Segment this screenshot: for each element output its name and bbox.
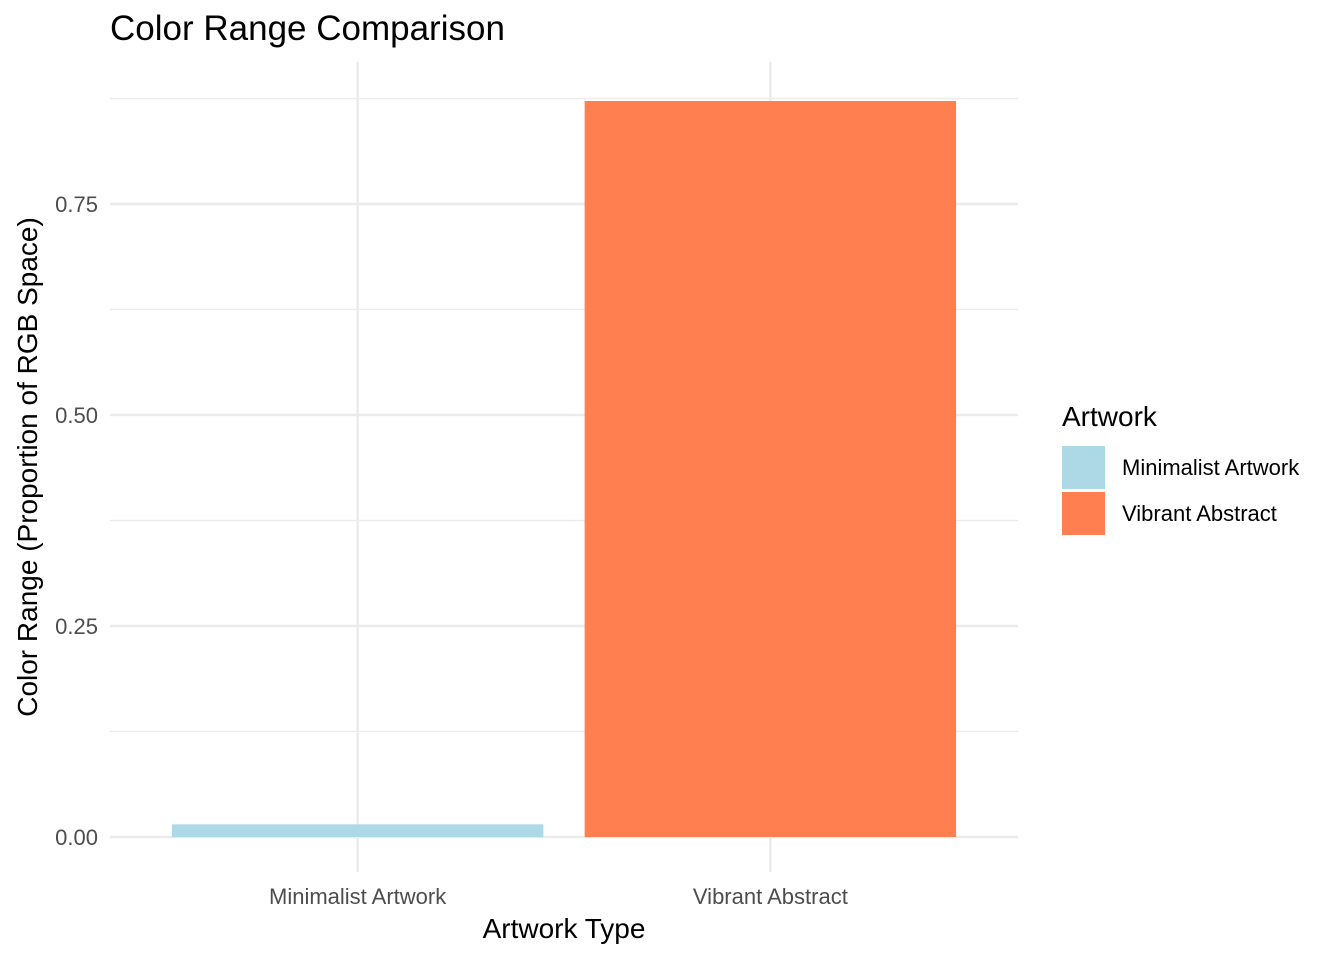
bar-minimalist-artwork (171, 824, 544, 837)
chart-title: Color Range Comparison (110, 9, 505, 48)
y-tick-label: 0.25 (55, 614, 98, 639)
y-axis-title: Color Range (Proportion of RGB Space) (12, 217, 43, 717)
legend-swatch (1062, 492, 1105, 535)
y-tick-label: 0.75 (55, 192, 98, 217)
legend: Artwork Minimalist Artwork Vibrant Abstra… (1062, 401, 1300, 535)
bars (171, 101, 957, 838)
bar-vibrant-abstract (584, 101, 957, 838)
legend-title: Artwork (1062, 401, 1158, 432)
legend-label: Vibrant Abstract (1122, 501, 1277, 526)
legend-label: Minimalist Artwork (1122, 455, 1300, 480)
x-tick-label: Vibrant Abstract (693, 884, 848, 909)
y-tick-label: 0.00 (55, 825, 98, 850)
legend-swatch (1062, 446, 1105, 489)
y-tick-label: 0.50 (55, 403, 98, 428)
x-axis-ticks: Minimalist Artwork Vibrant Abstract (269, 884, 848, 909)
y-axis-ticks: 0.00 0.25 0.50 0.75 (55, 192, 98, 850)
x-tick-label: Minimalist Artwork (269, 884, 447, 909)
x-axis-title: Artwork Type (483, 913, 646, 944)
